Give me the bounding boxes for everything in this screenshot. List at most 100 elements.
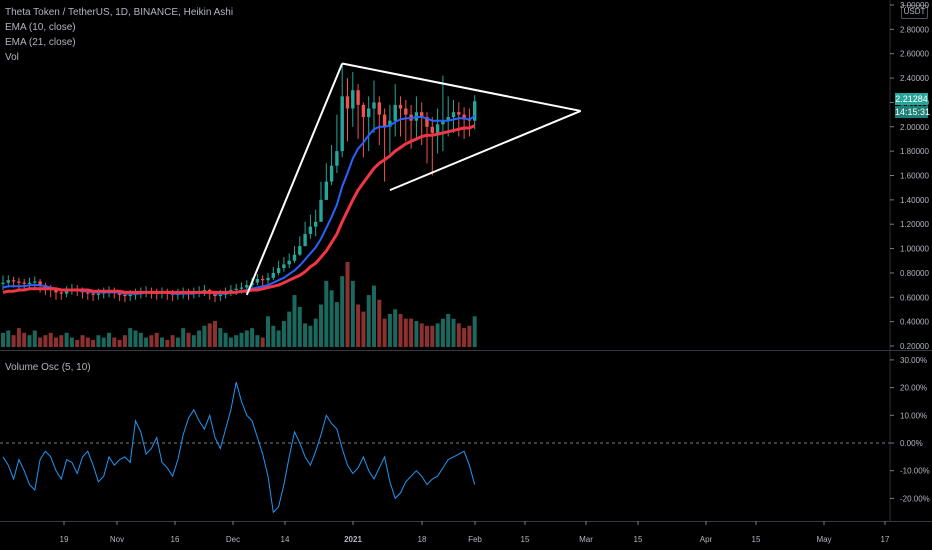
candle-body (319, 199, 323, 222)
candle-body (473, 101, 477, 121)
volume-bar (276, 330, 281, 347)
candle-body (372, 102, 376, 109)
candle-body (298, 246, 302, 255)
time-tick-label: Apr (700, 535, 713, 544)
time-tick-label: May (816, 535, 831, 544)
price-tick-label: 2.80000 (900, 25, 929, 34)
candle-body (1, 282, 5, 284)
candle-body (345, 96, 350, 109)
volume-bar (122, 335, 127, 347)
candle-body (261, 279, 265, 281)
ema21-line (2, 124, 476, 294)
volume-bar (112, 337, 117, 347)
candle-body (218, 294, 222, 297)
price-tick-label: 0.20000 (900, 342, 929, 351)
candle-body (245, 285, 249, 288)
candle-body (377, 102, 381, 115)
candle-body (457, 112, 461, 115)
volume-bar (48, 332, 53, 347)
volume-bar (54, 337, 58, 347)
time-axis-separator (0, 521, 932, 522)
candle-body (420, 112, 424, 118)
ema21-legend[interactable]: EMA (21, close) (5, 37, 76, 48)
volume-bar (32, 330, 37, 347)
candle-body (282, 264, 286, 269)
osc-tick-label: -20.00% (900, 494, 930, 503)
price-tick-label: 0.40000 (900, 318, 929, 327)
volume-bar (393, 309, 398, 347)
volume-bar (107, 332, 111, 347)
candle-body (441, 120, 445, 125)
price-tick-label: 1.40000 (900, 196, 929, 205)
volume-bar (419, 323, 424, 347)
volume-bar (59, 335, 64, 347)
volume-bar (425, 325, 429, 347)
candle-body (38, 281, 42, 286)
oscillator-legend[interactable]: Volume Osc (5, 10) (5, 362, 91, 373)
volume-bar (213, 321, 217, 347)
volume-bar (334, 302, 339, 347)
candle-body (234, 288, 238, 290)
volume-bar (361, 311, 366, 347)
price-tick-label: 3.00000 (900, 1, 929, 10)
time-tick-label: 16 (171, 535, 180, 544)
volume-bar (340, 276, 345, 347)
candle-body (329, 165, 334, 182)
candle-body (367, 108, 371, 118)
volume-bar (462, 328, 467, 347)
candle-body (303, 233, 307, 247)
candle-body (33, 281, 37, 283)
volume-bar (133, 330, 138, 347)
time-tick-label: 2021 (344, 535, 362, 544)
volume-bar (69, 337, 74, 347)
volume-bar (128, 328, 133, 347)
price-tick-label: 0.80000 (900, 269, 929, 278)
candle-body (96, 293, 101, 295)
volume-bar (313, 318, 318, 347)
volume-bar (472, 316, 477, 347)
volume-legend[interactable]: Vol (5, 52, 19, 63)
volume-bar (144, 337, 149, 347)
volume-bar (149, 335, 154, 347)
candle-body (86, 292, 90, 294)
time-tick-label: 17 (881, 535, 890, 544)
candle-body (271, 272, 275, 278)
volume-bar (85, 337, 90, 347)
volume-bar (308, 325, 313, 347)
volume-bar (356, 304, 361, 347)
candle-body (435, 124, 440, 133)
candle-body (27, 282, 32, 284)
price-tick-label: 0.60000 (900, 293, 929, 302)
candle-body (462, 114, 466, 120)
candles-layer (1, 63, 477, 303)
osc-tick-label: 0.00% (900, 439, 923, 448)
volume-bar (467, 325, 472, 347)
candle-body (17, 281, 21, 283)
price-tick-label: 2.40000 (900, 74, 929, 83)
candle-body (64, 291, 69, 294)
volume-bar (345, 262, 350, 347)
candle-body (239, 287, 244, 289)
bar-countdown-label: 14:15:31 (895, 106, 931, 118)
currency-badge[interactable]: USDT (901, 5, 928, 19)
volume-bar (16, 328, 21, 347)
volume-bar (372, 285, 376, 347)
volume-bar (281, 321, 286, 347)
volume-bar (6, 330, 11, 347)
candle-body (54, 289, 58, 293)
price-tick-label: 2.00000 (900, 123, 929, 132)
candle-body (117, 292, 122, 295)
pane-separator[interactable] (0, 350, 932, 351)
ema10-legend[interactable]: EMA (10, close) (5, 22, 76, 33)
candle-body (314, 221, 318, 227)
price-tick-label: 2.60000 (900, 50, 929, 59)
volume-bar (398, 313, 403, 347)
volume-bar (218, 328, 223, 347)
volume-bar (117, 339, 122, 347)
candle-body (393, 104, 397, 121)
volume-bar (409, 318, 414, 347)
time-tick-label: Feb (468, 535, 482, 544)
volume-bar (292, 295, 297, 347)
time-tick-label: 19 (60, 535, 69, 544)
